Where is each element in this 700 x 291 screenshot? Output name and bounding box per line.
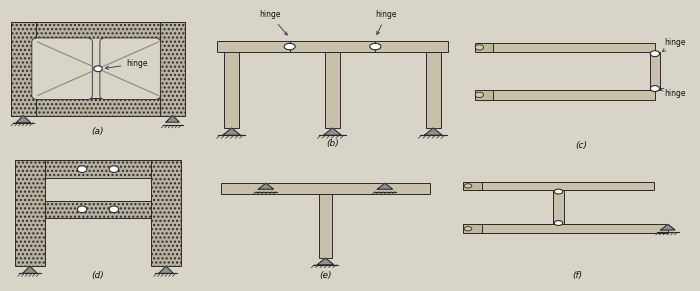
Polygon shape: [317, 258, 334, 265]
Text: (d): (d): [92, 271, 104, 280]
Bar: [45, 160, 151, 178]
Bar: [45, 200, 151, 218]
Text: (a): (a): [92, 127, 104, 136]
Bar: [11, 22, 185, 39]
Circle shape: [78, 166, 87, 173]
Circle shape: [284, 43, 295, 50]
Circle shape: [109, 166, 118, 173]
Bar: [650, 52, 659, 90]
Text: hinge: hinge: [260, 10, 287, 35]
Text: hinge: hinge: [662, 38, 686, 52]
Polygon shape: [477, 224, 668, 233]
Circle shape: [554, 189, 563, 194]
Polygon shape: [23, 266, 37, 273]
Circle shape: [650, 86, 659, 92]
FancyBboxPatch shape: [100, 38, 160, 100]
Bar: [160, 22, 185, 116]
Polygon shape: [323, 128, 342, 135]
Polygon shape: [325, 52, 340, 128]
Bar: [475, 42, 493, 52]
Circle shape: [464, 184, 472, 188]
Text: (c): (c): [575, 141, 587, 150]
FancyBboxPatch shape: [32, 38, 92, 100]
Bar: [151, 160, 181, 266]
Polygon shape: [489, 90, 655, 100]
Bar: [11, 22, 36, 116]
Polygon shape: [16, 116, 31, 123]
Circle shape: [464, 227, 472, 231]
Text: (e): (e): [319, 271, 332, 280]
Polygon shape: [258, 183, 274, 189]
Polygon shape: [159, 266, 173, 273]
Polygon shape: [426, 52, 441, 128]
Circle shape: [370, 43, 381, 50]
Circle shape: [554, 221, 563, 226]
Text: hinge: hinge: [106, 59, 148, 69]
Polygon shape: [377, 183, 393, 189]
Polygon shape: [375, 41, 449, 52]
Text: (b): (b): [326, 139, 339, 148]
Bar: [475, 90, 493, 100]
Bar: [463, 224, 482, 233]
Polygon shape: [424, 128, 442, 135]
Polygon shape: [223, 128, 241, 135]
Polygon shape: [477, 182, 654, 190]
Bar: [11, 98, 185, 116]
Text: hinge: hinge: [660, 88, 686, 98]
Text: (f): (f): [573, 271, 582, 280]
Circle shape: [109, 206, 118, 213]
Bar: [15, 160, 45, 266]
Polygon shape: [290, 41, 375, 52]
Polygon shape: [319, 194, 332, 258]
Bar: [36, 39, 160, 98]
Polygon shape: [166, 116, 179, 122]
Bar: [463, 182, 482, 190]
Polygon shape: [489, 42, 655, 52]
Bar: [552, 190, 564, 224]
Polygon shape: [216, 41, 290, 52]
Circle shape: [475, 92, 484, 97]
Text: hinge: hinge: [375, 10, 397, 34]
Polygon shape: [661, 224, 675, 230]
Circle shape: [94, 66, 102, 72]
Polygon shape: [224, 52, 239, 128]
Polygon shape: [220, 183, 430, 194]
Circle shape: [475, 45, 484, 50]
Circle shape: [650, 51, 659, 57]
Circle shape: [78, 206, 87, 213]
